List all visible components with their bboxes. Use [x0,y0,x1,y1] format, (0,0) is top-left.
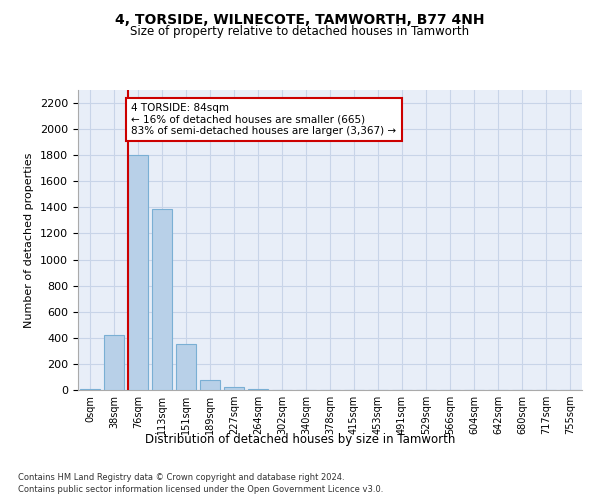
Text: Distribution of detached houses by size in Tamworth: Distribution of detached houses by size … [145,432,455,446]
Bar [176,344,196,390]
Text: Contains HM Land Registry data © Crown copyright and database right 2024.: Contains HM Land Registry data © Crown c… [18,472,344,482]
Bar [200,380,220,390]
Bar [152,208,172,390]
Bar [80,388,100,390]
Y-axis label: Number of detached properties: Number of detached properties [25,152,34,328]
Text: Size of property relative to detached houses in Tamworth: Size of property relative to detached ho… [130,25,470,38]
Text: 4 TORSIDE: 84sqm
← 16% of detached houses are smaller (665)
83% of semi-detached: 4 TORSIDE: 84sqm ← 16% of detached house… [131,103,397,136]
Bar [104,335,124,390]
Bar [224,386,244,390]
Bar [128,155,148,390]
Text: 4, TORSIDE, WILNECOTE, TAMWORTH, B77 4NH: 4, TORSIDE, WILNECOTE, TAMWORTH, B77 4NH [115,12,485,26]
Text: Contains public sector information licensed under the Open Government Licence v3: Contains public sector information licen… [18,485,383,494]
